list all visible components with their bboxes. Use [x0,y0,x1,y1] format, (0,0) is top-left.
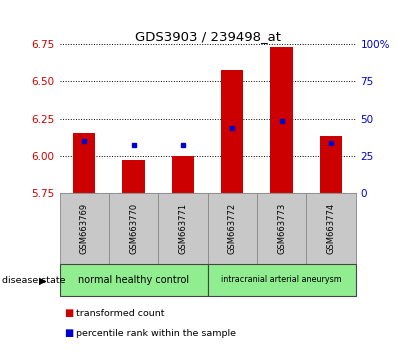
Bar [158,193,208,264]
Text: GSM663771: GSM663771 [178,203,187,254]
Text: GSM663769: GSM663769 [80,203,89,254]
Text: transformed count: transformed count [76,309,164,318]
Bar [306,193,356,264]
Bar [73,133,95,193]
Text: GSM663770: GSM663770 [129,203,138,254]
Text: GSM663772: GSM663772 [228,203,237,254]
Text: GSM663773: GSM663773 [277,203,286,254]
Bar [257,193,306,264]
Text: ▶: ▶ [39,275,47,285]
Text: intracranial arterial aneurysm: intracranial arterial aneurysm [221,275,342,284]
Text: normal healthy control: normal healthy control [78,275,189,285]
Bar [270,47,293,193]
Bar [208,193,257,264]
Text: disease state: disease state [2,276,66,285]
Bar [60,264,208,296]
Title: GDS3903 / 239498_at: GDS3903 / 239498_at [134,30,281,43]
Text: percentile rank within the sample: percentile rank within the sample [76,329,236,338]
Text: GSM663774: GSM663774 [326,203,335,254]
Bar [109,193,158,264]
Text: ■: ■ [64,308,73,318]
Bar [320,136,342,193]
Bar [221,69,243,193]
Bar [208,264,356,296]
Bar [122,160,145,193]
Bar [172,156,194,193]
Bar [60,193,109,264]
Text: ■: ■ [64,329,73,338]
